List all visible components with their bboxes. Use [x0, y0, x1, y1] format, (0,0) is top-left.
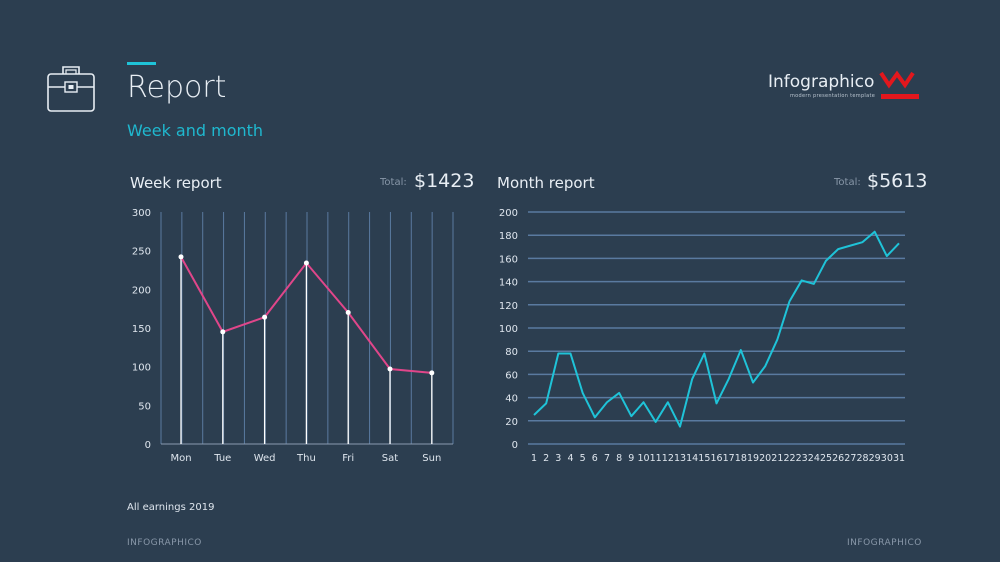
month-xtick-label: 4: [567, 453, 573, 464]
week-xtick-label: Sun: [422, 453, 441, 464]
week-xtick-label: Fri: [342, 453, 354, 464]
month-xtick-label: 5: [580, 453, 586, 464]
title-accent-bar: [127, 62, 156, 65]
month-xtick-label: 6: [592, 453, 598, 464]
week-ytick-label: 0: [145, 440, 151, 451]
month-xtick-label: 29: [869, 453, 881, 464]
week-xtick-label: Tue: [213, 453, 231, 464]
month-xtick-label: 14: [686, 453, 698, 464]
month-ytick-label: 20: [505, 417, 518, 428]
logo-name: Infographico: [768, 72, 875, 92]
week-ytick-label: 250: [132, 247, 151, 258]
month-xtick-label: 26: [832, 453, 844, 464]
week-data-point: [429, 370, 435, 376]
month-xtick-label: 8: [616, 453, 622, 464]
month-total-value: $5613: [867, 170, 928, 192]
month-xtick-label: 30: [881, 453, 893, 464]
week-xtick-label: Mon: [170, 453, 191, 464]
month-ytick-label: 120: [499, 301, 518, 312]
month-xtick-label: 12: [662, 453, 674, 464]
month-xtick-label: 18: [735, 453, 747, 464]
month-xtick-label: 20: [759, 453, 771, 464]
briefcase-icon: [47, 64, 95, 116]
month-xtick-label: 10: [637, 453, 649, 464]
month-report-title: Month report: [497, 174, 595, 192]
month-ytick-label: 60: [505, 370, 518, 381]
week-xtick-label: Sat: [382, 453, 398, 464]
week-xtick-label: Wed: [254, 453, 276, 464]
month-xtick-label: 7: [604, 453, 610, 464]
week-data-point: [178, 254, 184, 260]
month-xtick-label: 3: [555, 453, 561, 464]
week-ytick-label: 50: [138, 401, 151, 412]
month-ytick-label: 0: [512, 440, 518, 451]
month-xtick-label: 22: [783, 453, 795, 464]
page-subtitle: Week and month: [127, 121, 264, 140]
month-xtick-label: 24: [808, 453, 820, 464]
week-xtick-label: Thu: [296, 453, 316, 464]
month-xtick-label: 9: [628, 453, 634, 464]
week-ytick-label: 100: [132, 363, 151, 374]
week-total-value: $1423: [414, 170, 475, 192]
month-xtick-label: 11: [650, 453, 662, 464]
month-xtick-label: 13: [674, 453, 686, 464]
logo-tagline: modern presentation template: [790, 93, 876, 99]
month-ytick-label: 160: [499, 254, 518, 265]
week-report-title: Week report: [130, 174, 222, 192]
logo-mark-icon: [879, 70, 919, 106]
week-ytick-label: 200: [132, 285, 151, 296]
month-ytick-label: 200: [499, 208, 518, 219]
month-ytick-label: 40: [505, 394, 518, 405]
month-xtick-label: 1: [531, 453, 537, 464]
month-xtick-label: 27: [844, 453, 856, 464]
footer-brand-right: INFOGRAPHICO: [847, 538, 922, 548]
month-xtick-label: 2: [543, 453, 549, 464]
month-xtick-label: 17: [723, 453, 735, 464]
month-xtick-label: 21: [771, 453, 783, 464]
week-data-point: [220, 329, 226, 335]
month-xtick-label: 23: [796, 453, 808, 464]
month-series-line: [533, 230, 900, 428]
month-ytick-label: 100: [499, 324, 518, 335]
month-ytick-label: 80: [505, 347, 518, 358]
week-data-point: [262, 314, 268, 320]
footer-brand-left: INFOGRAPHICO: [127, 538, 202, 548]
month-xtick-label: 28: [856, 453, 868, 464]
month-ytick-label: 140: [499, 278, 518, 289]
week-data-point: [387, 366, 393, 372]
week-ytick-label: 300: [132, 208, 151, 219]
month-xtick-label: 19: [747, 453, 759, 464]
week-ytick-label: 150: [132, 324, 151, 335]
month-total-label: Total:: [834, 177, 861, 188]
month-ytick-label: 180: [499, 231, 518, 242]
week-data-point: [345, 310, 351, 316]
month-xtick-label: 31: [893, 453, 905, 464]
footer-note: All earnings 2019: [127, 502, 215, 513]
week-total-label: Total:: [380, 177, 407, 188]
month-xtick-label: 15: [698, 453, 710, 464]
week-data-point: [303, 260, 309, 266]
page-title: Report: [127, 70, 227, 105]
month-xtick-label: 16: [710, 453, 722, 464]
month-xtick-label: 25: [820, 453, 832, 464]
